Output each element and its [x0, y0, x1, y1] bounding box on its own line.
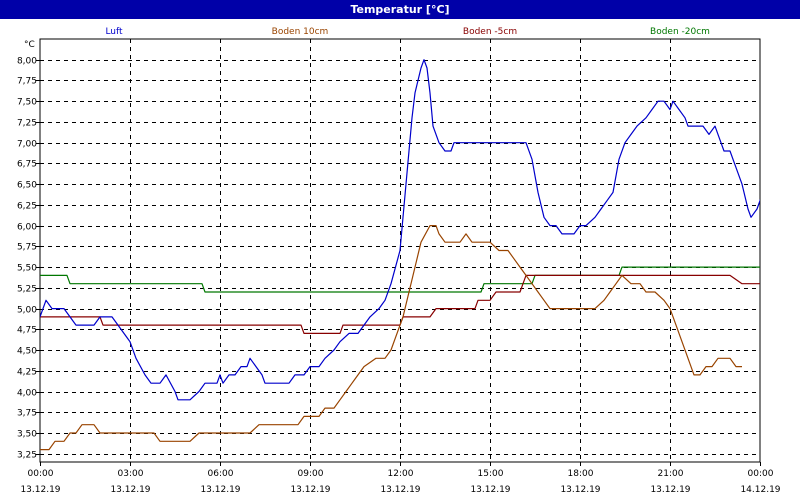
chart-background	[0, 19, 800, 500]
legend-entry: Boden -5cm	[463, 27, 517, 37]
y-tick-label: 4,25	[17, 368, 37, 378]
x-tick-time-label: 18:00	[568, 469, 594, 479]
x-tick-time-label: 00:00	[748, 469, 774, 479]
y-tick-label: 4,75	[17, 326, 37, 336]
y-axis-unit-label: °C	[24, 40, 35, 50]
x-tick-time-label: 09:00	[298, 469, 324, 479]
x-tick-date-label: 13.12.19	[290, 485, 330, 495]
series-line-1	[40, 59, 760, 401]
x-tick-date-label: 13.12.19	[200, 485, 240, 495]
legend-entry: Boden -20cm	[650, 27, 710, 37]
x-tick-time-label: 00:00	[28, 469, 54, 479]
x-tick-date-label: 13.12.19	[380, 485, 420, 495]
chart-title: Temperatur [°C]	[350, 3, 450, 16]
x-tick-date-label: 13.12.19	[560, 485, 600, 495]
x-tick-date-label: 13.12.19	[20, 485, 60, 495]
y-tick-label: 4,00	[17, 389, 37, 399]
y-tick-label: 6,00	[17, 223, 37, 233]
x-tick-date-label: 13.12.19	[470, 485, 510, 495]
legend-entry: Luft	[105, 27, 123, 37]
y-tick-label: 3,75	[17, 409, 37, 419]
legend: Luft Boden 10cm Boden -5cm Boden -20cm	[105, 27, 710, 37]
x-tick-time-label: 06:00	[208, 469, 234, 479]
series-line-2	[40, 225, 742, 451]
y-tick-label: 7,00	[17, 140, 37, 150]
x-tick-time-label: 12:00	[388, 469, 414, 479]
y-tick-label: 5,75	[17, 243, 37, 253]
x-axis: 00:00 13.12.19 03:00 13.12.19 06:00 13.12.19 0…	[20, 462, 781, 495]
y-tick-label: 6,50	[17, 181, 37, 191]
y-tick-label: 3,25	[17, 451, 37, 461]
chart-title-bar	[0, 0, 800, 19]
series-line-4	[40, 266, 760, 293]
x-tick-date-label: 14.12.19	[740, 485, 780, 495]
series	[40, 59, 760, 451]
y-tick-label: 6,75	[17, 160, 37, 170]
y-tick-label: 7,25	[17, 119, 37, 129]
x-tick-date-label: 13.12.19	[110, 485, 150, 495]
x-tick-time-label: 15:00	[478, 469, 504, 479]
legend-entry: Boden 10cm	[272, 27, 329, 37]
y-tick-label: 6,25	[17, 202, 37, 212]
y-tick-label: 7,50	[17, 98, 37, 108]
y-tick-label: 3,50	[17, 430, 37, 440]
y-axis: 8,00 7,75 7,50 7,25 7,00 6,75 6,50 6,25 6,00 5,75…	[17, 57, 40, 461]
y-tick-label: 4,50	[17, 347, 37, 357]
y-tick-label: 5,50	[17, 264, 37, 274]
x-tick-time-label: 21:00	[658, 469, 684, 479]
series-line-3	[40, 274, 760, 334]
x-tick-time-label: 03:00	[118, 469, 144, 479]
x-tick-date-label: 13.12.19	[650, 485, 690, 495]
y-tick-label: 8,00	[17, 57, 37, 67]
y-tick-label: 5,00	[17, 306, 37, 316]
y-tick-label: 5,25	[17, 285, 37, 295]
y-tick-label: 7,75	[17, 77, 37, 87]
grid	[40, 39, 760, 462]
